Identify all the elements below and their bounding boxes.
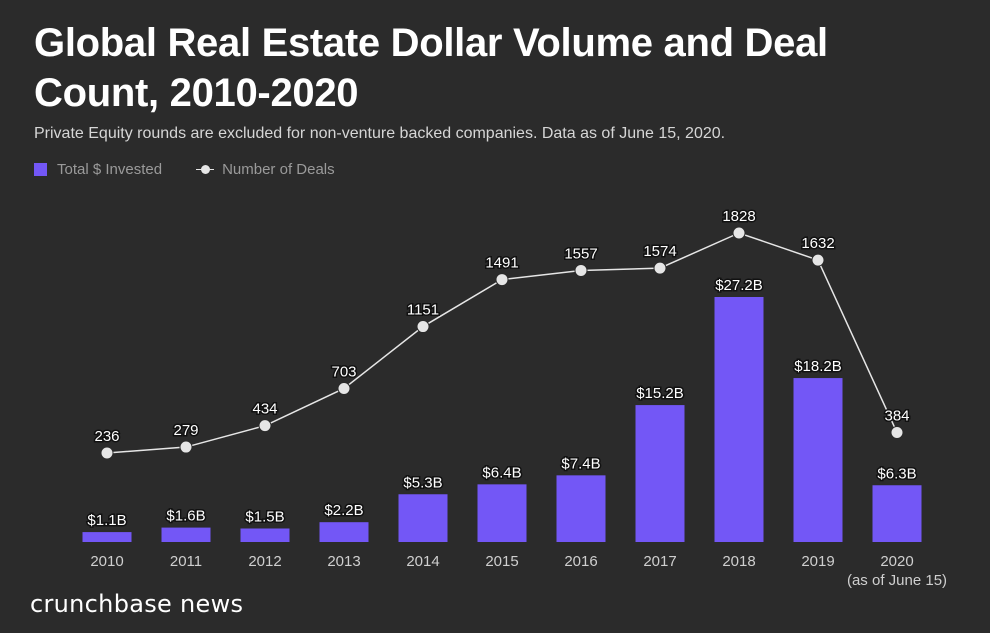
legend-item-deals: Number of Deals: [196, 161, 335, 178]
deals-point-2017: [653, 261, 667, 275]
deals-point-2013: [337, 381, 351, 395]
x-tick-label-2010: 2010: [90, 553, 123, 570]
deals-point-2012: [258, 419, 272, 433]
bar-label-2012: $1.5B: [245, 508, 284, 525]
bar-2018: [714, 297, 764, 542]
x-tick-label-2011: 2011: [170, 553, 202, 570]
bar-label-2016: $7.4B: [561, 455, 600, 472]
deals-label-2015: 1491: [485, 255, 518, 272]
deals-label-2013: 703: [331, 363, 356, 380]
bar-label-2019: $18.2B: [794, 358, 842, 375]
x-tick-label-2016: 2016: [564, 553, 597, 570]
bar-label-2017: $15.2B: [636, 385, 684, 402]
deals-point-2018: [732, 226, 746, 240]
deals-point-2010: [100, 446, 114, 460]
x-tick-label-2015: 2015: [485, 553, 518, 570]
bar-2011: [161, 527, 211, 542]
x-tick-note: (as of June 15): [847, 572, 947, 589]
bar-label-2010: $1.1B: [87, 512, 126, 529]
bar-label-2020: $6.3B: [877, 465, 916, 482]
bar-label-2014: $5.3B: [403, 474, 442, 491]
bar-2012: [240, 528, 290, 542]
deals-point-2020: [890, 426, 904, 440]
chart-title: Global Real Estate Dollar Volume and Dea…: [34, 21, 828, 115]
legend-label-deals: Number of Deals: [222, 160, 335, 178]
deals-point-2016: [574, 263, 588, 277]
x-tick-label-2012: 2012: [248, 553, 281, 570]
bar-2013: [319, 522, 369, 542]
bar-label-2015: $6.4B: [482, 464, 521, 481]
bar-2017: [635, 405, 685, 542]
bar-label-2018: $27.2B: [715, 277, 763, 294]
deals-label-2014: 1151: [407, 302, 439, 319]
deals-label-2019: 1632: [801, 235, 834, 252]
x-tick-label-2018: 2018: [722, 553, 755, 570]
bar-2016: [556, 475, 606, 542]
deals-label-2011: 279: [173, 422, 198, 439]
chart-subtitle: Private Equity rounds are excluded for n…: [34, 125, 726, 142]
line-marker-icon: [196, 162, 215, 176]
deals-label-2010: 236: [94, 428, 119, 445]
bar-2014: [398, 494, 448, 542]
bar-2010: [82, 532, 132, 542]
x-tick-label-2020: 2020: [880, 553, 913, 570]
bar-label-2011: $1.6B: [166, 508, 205, 525]
deals-label-2016: 1557: [564, 245, 597, 262]
brand-logo: crunchbase news: [30, 590, 244, 618]
x-tick-label-2017: 2017: [643, 553, 676, 570]
legend: Total $ Invested Number of Deals: [34, 158, 369, 180]
bar-2019: [793, 378, 843, 542]
x-tick-label-2013: 2013: [327, 553, 360, 570]
deals-label-2020: 384: [884, 408, 909, 425]
bar-2020: [872, 485, 922, 542]
bar-label-2013: $2.2B: [324, 502, 363, 519]
legend-label-invested: Total $ Invested: [57, 160, 163, 178]
deals-point-2015: [495, 273, 509, 287]
x-tick-label-2019: 2019: [801, 553, 834, 570]
x-tick-label-2014: 2014: [406, 553, 439, 570]
bar-swatch-icon: [34, 162, 47, 176]
deals-label-2017: 1574: [643, 243, 676, 260]
deals-point-2014: [416, 320, 430, 334]
legend-item-invested: Total $ Invested: [34, 161, 162, 178]
deals-label-2018: 1828: [722, 208, 755, 225]
deals-point-2019: [811, 253, 825, 267]
deals-label-2012: 434: [252, 401, 277, 418]
bar-2015: [477, 484, 527, 542]
deals-point-2011: [179, 440, 193, 454]
